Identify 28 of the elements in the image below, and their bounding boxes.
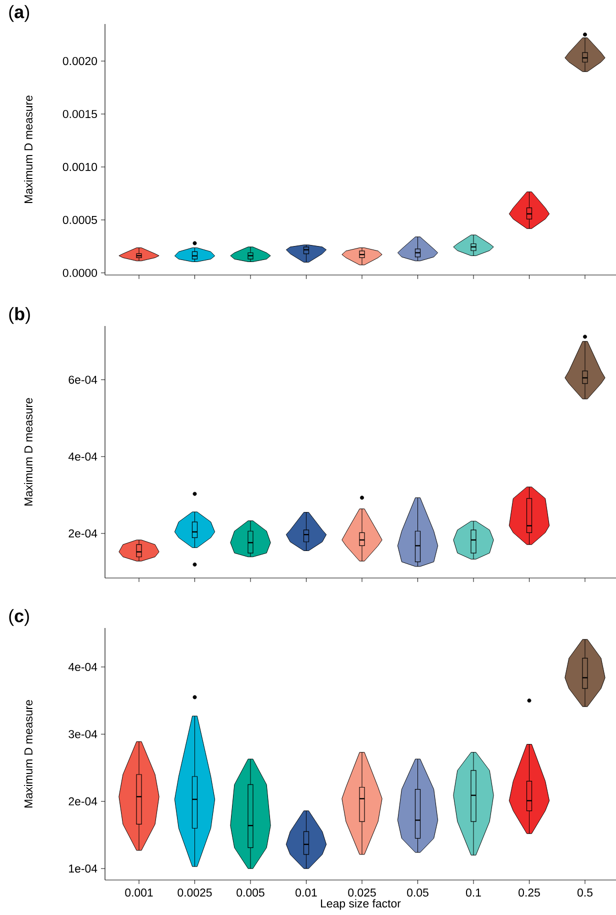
- y-tick-label: 0.0015: [62, 110, 97, 118]
- y-axis-title: Maximum D measure: [24, 96, 32, 203]
- y-tick-label: 4e-04: [68, 452, 98, 461]
- x-tick-label: 0.025: [348, 888, 376, 897]
- y-axis-title: Maximum D measure: [24, 700, 32, 808]
- x-tick-label: 0.005: [236, 888, 264, 897]
- x-tick-label: 0.001: [125, 888, 153, 897]
- y-tick-label: 4e-04: [68, 662, 98, 672]
- y-tick-label: 2e-04: [68, 529, 98, 538]
- y-tick-label: 0.0010: [62, 162, 98, 172]
- y-tick-label: 0.0020: [62, 57, 98, 66]
- x-tick-label: 0.01: [296, 888, 317, 897]
- y-tick-label: 6e-04: [68, 376, 98, 384]
- x-tick-label: 0.25: [518, 888, 540, 897]
- chart-title: (c): [9, 609, 29, 626]
- x-tick-label: 0.5: [577, 888, 592, 897]
- y-axis-title: Maximum D measure: [24, 398, 32, 506]
- y-tick-label: 0.0000: [62, 268, 98, 277]
- x-tick-label: 0.1: [466, 888, 481, 897]
- y-tick-label: 0.0005: [62, 216, 97, 224]
- y-tick-label: 1e-04: [69, 864, 98, 873]
- chart-title: (b): [9, 307, 30, 324]
- x-tick-label: 0.0025: [178, 888, 212, 897]
- y-tick-label: 3e-04: [68, 730, 98, 738]
- chart-title: (a): [9, 5, 30, 22]
- x-axis-title: Leap size factor: [320, 899, 401, 910]
- y-tick-label: 2e-04: [68, 797, 98, 806]
- x-tick-label: 0.05: [407, 888, 428, 897]
